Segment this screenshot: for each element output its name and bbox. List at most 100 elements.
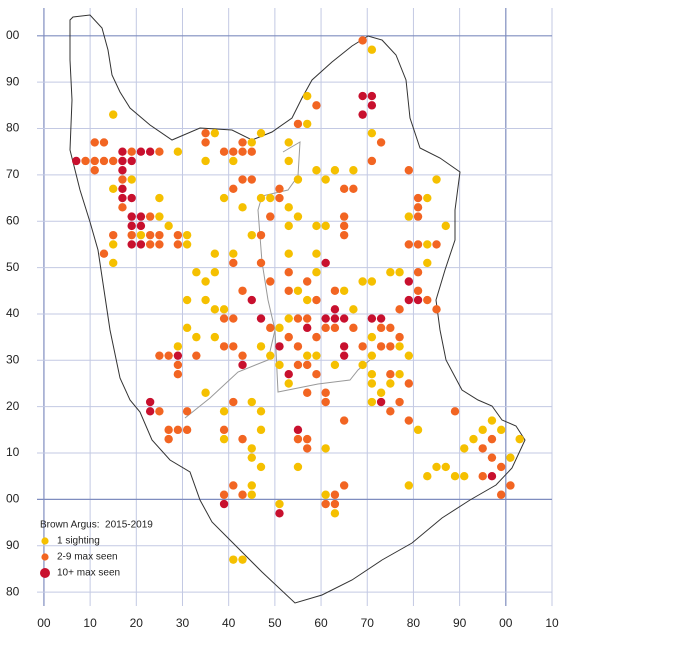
- record-dot: [441, 462, 450, 472]
- record-dot: [210, 249, 220, 258]
- record-dot: [432, 462, 441, 472]
- record-dot: [303, 119, 312, 129]
- record-dot: [395, 268, 404, 277]
- record-dot: [247, 481, 256, 490]
- record-dot: [164, 425, 173, 435]
- x-tick-label: 50: [268, 616, 282, 630]
- x-tick-label: 60: [314, 616, 328, 630]
- record-dot: [238, 360, 247, 370]
- record-dot: [275, 342, 284, 351]
- record-dot: [303, 444, 312, 453]
- record-dot: [506, 453, 515, 462]
- record-dot: [367, 397, 377, 407]
- record-dot: [210, 305, 220, 314]
- record-dot: [367, 332, 377, 342]
- record-dot: [339, 314, 349, 323]
- y-tick-label: 80: [6, 121, 20, 135]
- record-dot: [321, 175, 330, 184]
- record-dot: [358, 342, 367, 351]
- legend-label: 1 sighting: [57, 536, 100, 547]
- record-dot: [376, 397, 386, 407]
- record-dot: [367, 45, 377, 54]
- record-dot: [127, 230, 136, 240]
- record-dot: [182, 295, 192, 305]
- record-dot: [109, 230, 118, 240]
- record-dot: [386, 370, 395, 379]
- record-dot: [413, 268, 423, 277]
- record-dot: [358, 360, 367, 370]
- record-dot: [118, 193, 127, 203]
- record-dot: [395, 332, 404, 342]
- record-dot: [201, 128, 210, 138]
- record-dot: [395, 370, 404, 379]
- record-dot: [303, 351, 312, 360]
- record-dot: [515, 434, 524, 444]
- record-dot: [441, 221, 450, 231]
- x-tick-label: 90: [453, 616, 467, 630]
- record-dot: [349, 184, 358, 193]
- x-tick-label: 00: [37, 616, 51, 630]
- record-dot: [256, 128, 266, 138]
- record-dot: [367, 351, 377, 360]
- record-dot: [90, 156, 99, 166]
- record-dot: [330, 166, 340, 175]
- record-dot: [358, 277, 367, 286]
- record-dot: [109, 156, 118, 166]
- record-dot: [330, 314, 340, 323]
- record-dot: [109, 258, 118, 268]
- record-dot: [395, 305, 404, 314]
- x-tick-label: 00: [499, 616, 513, 630]
- points: [72, 36, 524, 564]
- record-dot: [321, 397, 330, 407]
- record-dot: [303, 277, 312, 286]
- record-dot: [247, 295, 256, 305]
- record-dot: [210, 332, 220, 342]
- record-dot: [210, 128, 220, 138]
- record-dot: [478, 425, 487, 435]
- record-dot: [330, 360, 340, 370]
- record-dot: [173, 147, 183, 156]
- y-tick-label: 10: [6, 445, 20, 459]
- legend-swatch: [41, 537, 49, 545]
- record-dot: [238, 286, 247, 295]
- record-dot: [201, 295, 210, 305]
- record-dot: [127, 147, 136, 156]
- record-dot: [450, 472, 460, 481]
- record-dot: [229, 184, 238, 193]
- record-dot: [386, 407, 395, 416]
- record-dot: [127, 156, 136, 166]
- record-dot: [293, 425, 303, 435]
- record-dot: [367, 91, 377, 101]
- county-boundary: [69, 14, 526, 604]
- record-dot: [238, 490, 247, 499]
- record-dot: [432, 240, 441, 249]
- record-dot: [413, 425, 423, 435]
- record-dot: [219, 305, 229, 314]
- legend-swatch: [40, 568, 50, 578]
- record-dot: [376, 342, 386, 351]
- record-dot: [293, 342, 303, 351]
- record-dot: [275, 184, 284, 193]
- legend-title: Brown Argus: 2015-2019: [40, 520, 153, 531]
- legend-swatch: [41, 553, 49, 561]
- record-dot: [219, 342, 229, 351]
- record-dot: [99, 138, 109, 147]
- record-dot: [256, 193, 266, 203]
- record-dot: [284, 203, 293, 212]
- record-dot: [155, 212, 164, 221]
- record-dot: [413, 240, 423, 249]
- record-dot: [201, 156, 210, 166]
- record-dot: [275, 499, 284, 509]
- record-dot: [321, 258, 330, 268]
- record-dot: [118, 184, 127, 193]
- y-tick-label: 60: [6, 213, 20, 227]
- x-tick-label: 20: [130, 616, 144, 630]
- record-dot: [376, 388, 386, 397]
- record-dot: [330, 286, 340, 295]
- record-dot: [256, 425, 266, 435]
- record-dot: [413, 203, 423, 212]
- record-dot: [229, 397, 238, 407]
- record-dot: [303, 360, 312, 370]
- y-tick-label: 90: [6, 538, 20, 552]
- record-dot: [173, 342, 183, 351]
